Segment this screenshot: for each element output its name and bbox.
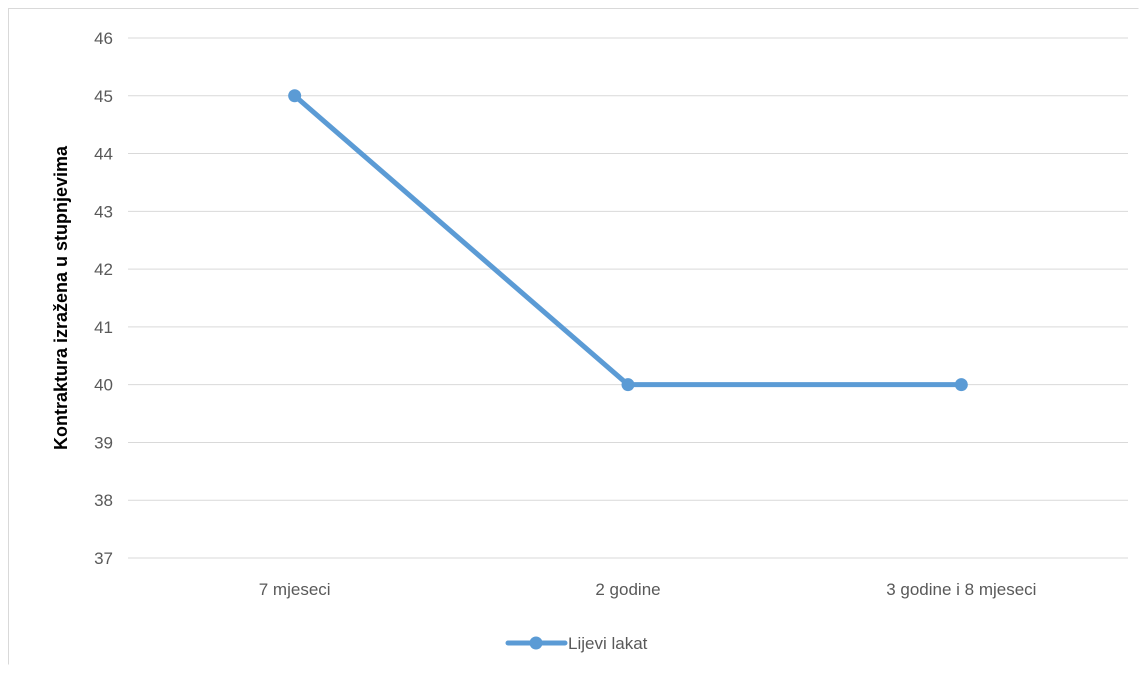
data-point (288, 89, 302, 103)
chart-frame (8, 8, 1139, 665)
data-point (621, 378, 635, 392)
legend: Lijevi lakat (505, 634, 648, 653)
y-tick-label: 43 (94, 202, 113, 221)
series-layer (288, 89, 968, 392)
legend-marker-icon (529, 636, 543, 650)
x-axis-ticks: 7 mjeseci 2 godine 3 godine i 8 mjeseci (259, 580, 1037, 599)
series-line (292, 93, 964, 388)
y-tick-label: 45 (94, 87, 113, 106)
y-tick-label: 40 (94, 376, 113, 395)
y-axis-ticks: 37 38 39 40 41 42 43 44 45 46 (94, 29, 113, 568)
y-tick-label: 41 (94, 318, 113, 337)
y-tick-label: 44 (94, 145, 113, 164)
y-axis-title: Kontraktura izražena u stupnjevima (51, 145, 71, 450)
y-tick-label: 39 (94, 433, 113, 452)
data-point (954, 378, 968, 392)
y-tick-label: 38 (94, 491, 113, 510)
y-tick-label: 37 (94, 549, 113, 568)
legend-label: Lijevi lakat (568, 634, 648, 653)
x-tick-label: 2 godine (595, 580, 660, 599)
gridlines (128, 37, 1128, 559)
y-tick-label: 42 (94, 260, 113, 279)
x-tick-label: 3 godine i 8 mjeseci (886, 580, 1036, 599)
y-tick-label: 46 (94, 29, 113, 48)
x-tick-label: 7 mjeseci (259, 580, 331, 599)
